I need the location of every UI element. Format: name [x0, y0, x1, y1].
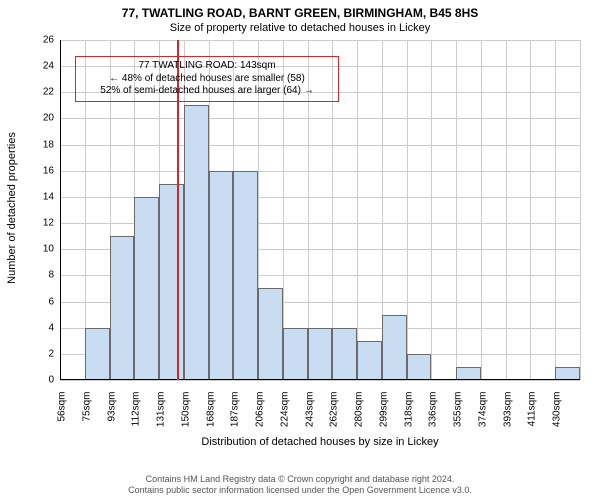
x-axis-line [60, 379, 580, 380]
footer-credit: Contains HM Land Registry data © Crown c… [0, 474, 600, 497]
y-axis-line [60, 40, 61, 380]
x-tick-label: 224sqm [279, 392, 290, 442]
x-tick-label: 393sqm [502, 392, 513, 442]
y-tick-label: 4 [32, 322, 54, 333]
x-tick-label: 187sqm [230, 392, 241, 442]
x-tick-label: 355sqm [453, 392, 464, 442]
grid-line [555, 40, 556, 380]
x-tick-label: 168sqm [205, 392, 216, 442]
y-tick-label: 26 [32, 35, 54, 46]
x-tick-label: 93sqm [106, 392, 117, 442]
grid-line [60, 145, 580, 146]
histogram-bar [357, 341, 382, 380]
grid-line [580, 40, 581, 380]
y-tick-label: 10 [32, 244, 54, 255]
x-tick-label: 262sqm [329, 392, 340, 442]
grid-line [431, 40, 432, 380]
histogram-bar [134, 197, 159, 380]
y-tick-label: 8 [32, 270, 54, 281]
grid-line [60, 171, 580, 172]
x-tick-label: 280sqm [354, 392, 365, 442]
x-tick-label: 336sqm [428, 392, 439, 442]
histogram-bar [233, 171, 258, 380]
histogram-bar [283, 328, 308, 380]
x-tick-label: 299sqm [378, 392, 389, 442]
annotation-line: ← 48% of detached houses are smaller (58… [82, 73, 332, 86]
x-tick-label: 430sqm [552, 392, 563, 442]
histogram-bar [159, 184, 184, 380]
chart-title: 77, TWATLING ROAD, BARNT GREEN, BIRMINGH… [0, 6, 600, 20]
histogram-bar [258, 288, 283, 380]
x-tick-label: 75sqm [81, 392, 92, 442]
y-tick-label: 12 [32, 218, 54, 229]
chart-subtitle: Size of property relative to detached ho… [0, 22, 600, 34]
y-tick-label: 0 [32, 375, 54, 386]
y-tick-label: 14 [32, 191, 54, 202]
x-tick-label: 131sqm [156, 392, 167, 442]
grid-line [60, 40, 580, 41]
y-tick-label: 6 [32, 296, 54, 307]
histogram-bar [110, 236, 135, 380]
histogram-bar [382, 315, 407, 380]
grid-line [60, 118, 580, 119]
histogram-bar [407, 354, 432, 380]
footer-line: Contains HM Land Registry data © Crown c… [0, 474, 600, 485]
x-tick-label: 150sqm [180, 392, 191, 442]
grid-line [506, 40, 507, 380]
histogram-bar [85, 328, 110, 380]
y-tick-label: 20 [32, 113, 54, 124]
grid-line [60, 380, 580, 381]
histogram-bar [209, 171, 234, 380]
x-tick-label: 206sqm [255, 392, 266, 442]
x-tick-label: 318sqm [403, 392, 414, 442]
histogram-bar [184, 105, 209, 380]
grid-line [456, 40, 457, 380]
y-tick-label: 22 [32, 87, 54, 98]
histogram-bar [332, 328, 357, 380]
x-tick-label: 374sqm [477, 392, 488, 442]
annotation-box: 77 TWATLING ROAD: 143sqm← 48% of detache… [75, 56, 339, 102]
y-tick-label: 18 [32, 139, 54, 150]
x-tick-label: 411sqm [527, 392, 538, 442]
annotation-line: 52% of semi-detached houses are larger (… [82, 85, 332, 98]
grid-line [481, 40, 482, 380]
grid-line [530, 40, 531, 380]
histogram-bar [308, 328, 333, 380]
y-tick-label: 16 [32, 165, 54, 176]
grid-line [407, 40, 408, 380]
x-tick-label: 56sqm [57, 392, 68, 442]
y-axis-label: Number of detached properties [6, 38, 18, 378]
annotation-line: 77 TWATLING ROAD: 143sqm [82, 60, 332, 73]
x-tick-label: 243sqm [304, 392, 315, 442]
grid-line [357, 40, 358, 380]
y-tick-label: 2 [32, 348, 54, 359]
y-tick-label: 24 [32, 61, 54, 72]
x-tick-label: 112sqm [131, 392, 142, 442]
footer-line: Contains public sector information licen… [0, 485, 600, 496]
